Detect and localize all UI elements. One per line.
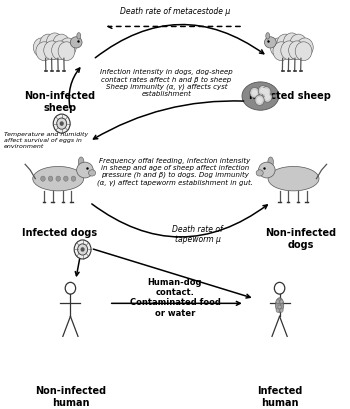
Text: Non-infected
dogs: Non-infected dogs (265, 227, 336, 249)
Ellipse shape (273, 39, 310, 60)
Ellipse shape (268, 167, 319, 191)
Circle shape (58, 43, 75, 61)
Ellipse shape (71, 177, 76, 182)
Text: Non-infected
human: Non-infected human (35, 385, 106, 407)
Ellipse shape (265, 38, 276, 49)
Circle shape (81, 248, 84, 252)
Text: Frequency offal feeding, infection intensity
in sheep and age of sheep affect in: Frequency offal feeding, infection inten… (97, 157, 253, 186)
Circle shape (276, 309, 279, 312)
Circle shape (278, 306, 281, 309)
Circle shape (78, 244, 88, 256)
Circle shape (36, 43, 52, 61)
Ellipse shape (266, 34, 270, 40)
Circle shape (280, 309, 283, 312)
Ellipse shape (242, 83, 279, 111)
Circle shape (258, 86, 268, 97)
Circle shape (270, 39, 287, 58)
Ellipse shape (77, 163, 93, 178)
Text: Non-infected
sheep: Non-infected sheep (25, 91, 96, 112)
Circle shape (289, 42, 306, 61)
Circle shape (280, 300, 283, 304)
Ellipse shape (275, 298, 284, 312)
Circle shape (290, 35, 307, 54)
Text: Death rate of
tapeworm μ: Death rate of tapeworm μ (172, 225, 223, 244)
Circle shape (46, 34, 63, 53)
Circle shape (33, 39, 50, 58)
Circle shape (74, 240, 91, 259)
Circle shape (60, 39, 76, 58)
Text: Human-dog
contact.
Contaminated food
or water: Human-dog contact. Contaminated food or … (130, 277, 220, 317)
Circle shape (261, 88, 271, 98)
Ellipse shape (256, 170, 263, 177)
Ellipse shape (77, 34, 81, 40)
Ellipse shape (268, 157, 273, 168)
Text: Infection intensity in dogs, dog-sheep
contact rates affect h and β to sheep
She: Infection intensity in dogs, dog-sheep c… (100, 69, 233, 97)
Text: Infected dogs: Infected dogs (22, 227, 98, 238)
Circle shape (273, 43, 290, 61)
Circle shape (257, 99, 262, 103)
Circle shape (250, 88, 259, 99)
Circle shape (277, 35, 294, 54)
Ellipse shape (259, 163, 275, 178)
Circle shape (295, 43, 312, 61)
Ellipse shape (70, 38, 82, 49)
Circle shape (44, 42, 61, 61)
Ellipse shape (36, 39, 73, 60)
Text: Temperature and humidity
affect survival of eggs in
environment: Temperature and humidity affect survival… (4, 132, 89, 148)
Circle shape (252, 91, 257, 96)
Circle shape (261, 89, 265, 94)
Circle shape (53, 115, 70, 134)
Ellipse shape (78, 157, 84, 168)
Text: Death rate of metacestode μ: Death rate of metacestode μ (120, 7, 230, 16)
Circle shape (60, 123, 63, 126)
Circle shape (281, 42, 297, 61)
Ellipse shape (64, 177, 68, 182)
Ellipse shape (56, 177, 61, 182)
Circle shape (40, 35, 57, 54)
Text: Infected sheep: Infected sheep (249, 91, 331, 101)
Circle shape (265, 95, 270, 100)
Text: Infected
human: Infected human (257, 385, 302, 407)
Circle shape (53, 35, 70, 54)
Circle shape (296, 39, 313, 58)
Ellipse shape (48, 177, 53, 182)
Circle shape (264, 90, 268, 95)
Circle shape (255, 96, 264, 106)
Circle shape (51, 42, 68, 61)
Circle shape (57, 119, 67, 130)
Ellipse shape (33, 167, 84, 191)
Circle shape (284, 34, 300, 53)
Ellipse shape (41, 177, 45, 182)
Circle shape (263, 92, 272, 103)
Ellipse shape (89, 170, 96, 177)
Circle shape (276, 300, 279, 304)
